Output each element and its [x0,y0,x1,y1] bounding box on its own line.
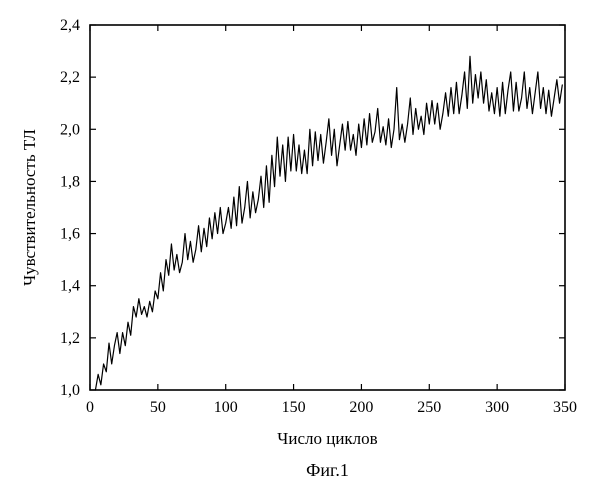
x-tick-label: 250 [417,399,441,416]
x-tick-label: 150 [282,399,306,416]
x-tick-label: 200 [349,399,373,416]
x-tick-label: 0 [86,399,94,416]
tl-sensitivity-chart: 0 50 100 150 200 250 300 350 1,0 1,2 1,4 1,6 1,8 2,0 2… [0,0,599,500]
y-tick-label: 2,2 [60,69,80,86]
figure-caption: Фиг.1 [306,460,349,480]
x-tick-label: 50 [150,399,166,416]
x-tick-label: 300 [485,399,509,416]
y-tick-label: 2,4 [60,17,80,34]
y-tick-label: 2,0 [60,121,80,138]
y-tick-label: 1,0 [60,382,80,399]
y-axis-label: Чувствительность ТЛ [20,129,39,286]
y-tick-label: 1,8 [60,173,80,190]
y-tick-label: 1,4 [60,278,80,295]
y-tick-label: 1,2 [60,330,80,347]
x-tick-label: 350 [553,399,577,416]
x-tick-label: 100 [214,399,238,416]
x-axis-label: Число циклов [277,429,377,448]
y-tick-label: 1,6 [60,226,80,243]
